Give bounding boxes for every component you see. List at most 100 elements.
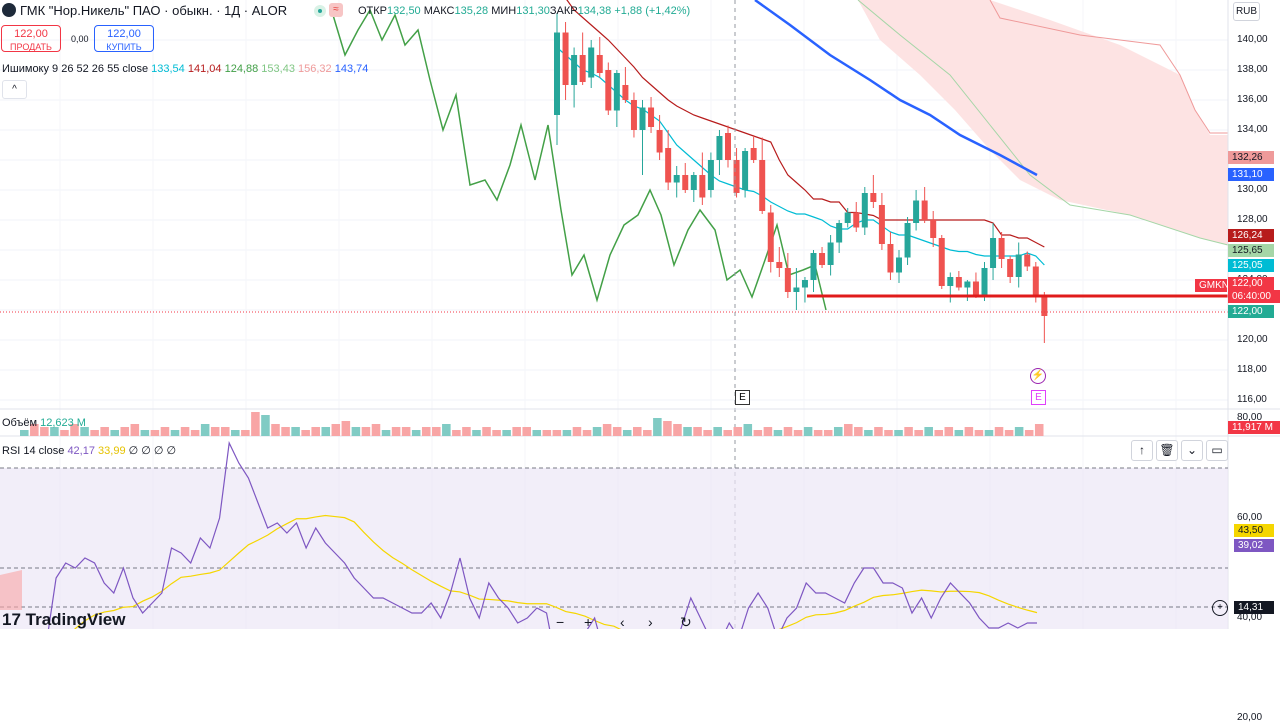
- volume-bar: [442, 424, 451, 436]
- zoom-out-button[interactable]: −: [556, 614, 565, 630]
- candle-body: [819, 253, 826, 265]
- volume-bar: [351, 427, 361, 436]
- candle-body: [596, 55, 603, 73]
- volume-bar: [833, 427, 843, 436]
- buy-button[interactable]: 122,00 КУПИТЬ: [94, 25, 154, 52]
- volume-bar: [733, 427, 743, 436]
- volume-legend[interactable]: Объём 12,623 M: [2, 417, 86, 429]
- candle-body: [1015, 254, 1022, 277]
- scroll-left-button[interactable]: ‹: [620, 614, 625, 630]
- volume-bar: [462, 427, 471, 436]
- volume-bar: [160, 427, 170, 436]
- chikou-tag: 122,00: [1228, 305, 1274, 318]
- candle-body: [938, 238, 945, 286]
- candle-body: [1024, 254, 1031, 267]
- volume-bar: [421, 427, 431, 436]
- rsi-label: RSI 14 close: [2, 445, 65, 457]
- rsi-band: [0, 468, 1228, 629]
- reset-view-button[interactable]: ↻: [680, 614, 692, 630]
- price-axis-tick: 128,00: [1237, 214, 1268, 225]
- rsi-axis-tick: 20,00: [1237, 712, 1263, 723]
- candle-body: [861, 193, 868, 228]
- volume-bar: [823, 430, 833, 436]
- rsi-axis-tick: 40,00: [1237, 612, 1263, 623]
- buy-price: 122,00: [107, 28, 141, 40]
- volume-bar: [954, 430, 964, 436]
- candle-body: [630, 100, 637, 130]
- candle-body: [784, 268, 791, 292]
- volume-bar: [381, 430, 391, 436]
- volume-bar: [582, 430, 592, 436]
- volume-bar: [1004, 430, 1014, 436]
- ichimoku-spanB-value: 156,32: [298, 63, 332, 75]
- candle-body: [870, 193, 877, 202]
- volume-bar: [200, 424, 210, 436]
- ichimoku-label: Ишимоку 9 26 52 26 55 close: [2, 63, 149, 75]
- volume-bar: [311, 427, 320, 436]
- volume-bar: [663, 421, 672, 436]
- volume-bar: [321, 427, 331, 436]
- volume-bar: [974, 430, 984, 436]
- candle-body: [656, 130, 663, 153]
- ichimoku-kijun-line: [566, 0, 1045, 248]
- maximize-pane-icon[interactable]: ▭: [1206, 440, 1228, 461]
- volume-bar: [844, 424, 853, 436]
- tradingview-logo[interactable]: 17 TradingView: [2, 610, 125, 630]
- volume-bar: [803, 427, 813, 436]
- volume-tag: 11,917 M: [1228, 421, 1280, 434]
- volume-bar: [643, 430, 652, 436]
- volume-bar: [703, 430, 712, 436]
- last-price-tag: 122,00: [1228, 277, 1274, 290]
- sell-label: ПРОДАТЬ: [10, 42, 52, 52]
- zoom-in-button[interactable]: +: [584, 614, 593, 630]
- volume-bar: [80, 427, 89, 436]
- rsi-ma-value: 33,99: [98, 445, 126, 457]
- change-value: +1,88 (+1,42%): [614, 5, 691, 17]
- dividend-mark[interactable]: E: [1031, 390, 1046, 405]
- volume-bar: [934, 430, 944, 436]
- ichimoku-spanA-line: [857, 0, 1229, 246]
- ichimoku-spanA-value: 153,43: [261, 63, 295, 75]
- ichimoku-kijun-value: 141,04: [187, 63, 222, 75]
- volume-bar: [432, 427, 441, 436]
- ichimoku-legend[interactable]: Ишимоку 9 26 52 26 55 close 133,54 141,0…: [2, 63, 368, 75]
- earnings-mark[interactable]: E: [735, 390, 750, 405]
- volume-bar: [411, 430, 421, 436]
- volume-bar: [763, 427, 773, 436]
- ichimoku-spanB-tag: 132,26: [1228, 151, 1274, 164]
- candle-body: [921, 200, 928, 220]
- volume-bar: [894, 430, 903, 436]
- chart-canvas[interactable]: [0, 0, 1280, 629]
- volume-bar: [150, 430, 160, 436]
- volume-bar: [361, 427, 371, 436]
- volume-bar: [693, 427, 702, 436]
- wave-icon[interactable]: ≈: [329, 3, 343, 17]
- move-pane-up-icon[interactable]: ↑: [1131, 440, 1153, 461]
- volume-bar: [743, 424, 753, 436]
- add-icon[interactable]: +: [1212, 600, 1228, 616]
- delete-pane-icon[interactable]: 🗑: [1156, 440, 1178, 461]
- volume-bar: [1024, 430, 1034, 436]
- collapse-legend-button[interactable]: ^: [2, 80, 27, 99]
- candle-body: [648, 107, 655, 127]
- candle-body: [639, 107, 646, 130]
- buy-label: КУПИТЬ: [106, 42, 142, 52]
- candle-body: [605, 70, 612, 111]
- ichimoku-tenkan-line: [556, 47, 1045, 266]
- price-axis-tick: 138,00: [1237, 64, 1268, 75]
- sell-button[interactable]: 122,00 ПРОДАТЬ: [1, 25, 61, 52]
- ichimoku-extra-value: 143,74: [334, 63, 369, 75]
- volume-bar: [241, 430, 250, 436]
- volume-bar: [562, 430, 572, 436]
- currency-button[interactable]: RUB: [1233, 2, 1260, 21]
- volume-bar: [90, 430, 99, 436]
- blue-line-tag: 131,10: [1228, 168, 1274, 181]
- volume-bar: [673, 424, 682, 436]
- volume-bar: [180, 427, 190, 436]
- rsi-legend[interactable]: RSI 14 close 42,17 33,99 ∅ ∅ ∅ ∅: [2, 444, 176, 457]
- scroll-right-button[interactable]: ›: [648, 614, 653, 630]
- split-icon[interactable]: ⚡: [1030, 368, 1046, 384]
- collapse-pane-icon[interactable]: ⌄: [1181, 440, 1203, 461]
- market-status-icon[interactable]: [314, 5, 326, 17]
- symbol-title[interactable]: ГМК "Нор.Никель" ПАО · обыкн. · 1Д · ALO…: [20, 3, 288, 18]
